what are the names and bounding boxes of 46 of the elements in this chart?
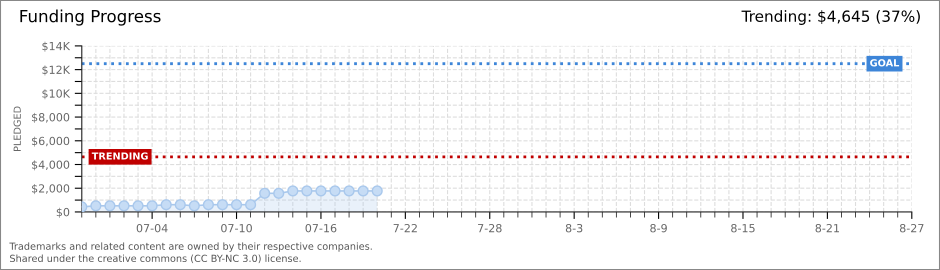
point [301, 185, 312, 197]
point [174, 199, 186, 210]
x-tick-label: 8-9 [650, 224, 667, 232]
ref-line-label: GOAL [870, 59, 900, 67]
x-tick-label: 8-15 [731, 224, 755, 232]
y-tick-label: $2,000 [32, 184, 70, 194]
point [104, 200, 116, 212]
x-tick-label: 8-21 [816, 224, 839, 232]
ref-line-label: TRENDING [92, 152, 148, 160]
point [118, 200, 130, 212]
x-tick-label: 07-16 [306, 224, 336, 232]
point [188, 200, 200, 212]
point [132, 200, 144, 212]
y-tick-label: $14K [42, 42, 70, 52]
x-tick-label: 8-27 [900, 224, 924, 232]
point [216, 199, 228, 210]
point [358, 185, 369, 197]
point [315, 185, 326, 197]
point [90, 200, 102, 212]
y-tick-label: $4,000 [32, 160, 70, 170]
y-tick-label: $6,000 [32, 136, 70, 147]
chart-title: Funding Progress [20, 9, 161, 26]
point [329, 185, 341, 197]
x-tick-label: 8-3 [566, 224, 582, 232]
x-tick-label: 7-22 [394, 224, 417, 232]
point [372, 185, 383, 197]
x-tick-label: 7-28 [478, 224, 502, 232]
point [202, 199, 214, 210]
chart-subtitle: Trending: $4,645 (37%) [742, 10, 920, 25]
point [273, 188, 284, 199]
y-axis-title: PLEDGED [14, 106, 21, 152]
point [287, 185, 298, 197]
point [344, 185, 355, 197]
point [245, 199, 256, 210]
y-tick-label: $10K [42, 89, 70, 100]
point [146, 200, 158, 212]
y-tick-label: $12K [42, 65, 70, 76]
point [160, 199, 172, 210]
y-tick-label: $8,000 [32, 112, 70, 123]
x-tick-label: 07-10 [221, 224, 252, 232]
y-tick-label: $0 [56, 208, 70, 218]
point [230, 199, 242, 210]
text: Shared under the creative commons (CC BY-NC 3.0) license. [10, 254, 301, 264]
x-tick-label: 07-04 [136, 224, 168, 232]
point [259, 188, 270, 199]
text: Trademarks and related content are owned by their respective companies. [9, 242, 372, 252]
